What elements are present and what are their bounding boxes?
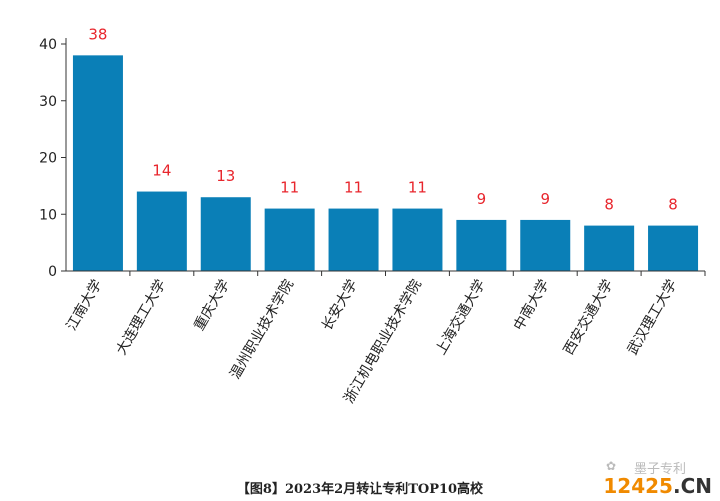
figure-caption: 【图8】2023年2月转让专利TOP10高校	[236, 482, 484, 497]
y-tick-label: 30	[39, 94, 57, 110]
bar-chart: 0 10 20 30 40 38 14 13 11 11 11 9 9 8 8 江南大学 大连理工大学 重庆大…	[39, 25, 706, 406]
y-tick-label: 10	[39, 207, 57, 223]
data-label: 9	[540, 190, 550, 208]
data-label: 11	[280, 179, 299, 197]
data-label: 8	[668, 196, 678, 214]
x-tick-label: 重庆大学	[191, 277, 233, 333]
data-label: 14	[152, 162, 171, 180]
data-label: 13	[216, 167, 235, 185]
data-label: 38	[88, 25, 107, 43]
y-axis: 0 10 20 30 40	[39, 37, 67, 280]
bar	[264, 208, 315, 271]
bar	[72, 55, 123, 271]
data-label: 11	[408, 179, 427, 197]
y-tick-label: 40	[39, 37, 57, 53]
data-label: 8	[604, 196, 614, 214]
bar	[136, 191, 187, 271]
bar	[200, 197, 251, 271]
data-label: 11	[344, 179, 363, 197]
watermark-account: 墨子专利	[633, 462, 686, 477]
data-label: 9	[477, 190, 487, 208]
bar	[648, 225, 699, 271]
watermark-site: 12425.CN	[603, 474, 712, 498]
bar	[328, 208, 379, 271]
x-tick-label: 上海交通大学	[432, 276, 489, 357]
bars: 38 14 13 11 11 11 9 9 8 8	[72, 25, 699, 271]
x-tick-label: 江南大学	[64, 277, 106, 333]
bar	[392, 208, 443, 271]
x-tick-label: 西安交通大学	[560, 277, 617, 358]
x-tick-label: 武汉理工大学	[625, 277, 681, 358]
x-tick-label: 温州职业技术学院	[227, 277, 297, 382]
y-tick-label: 20	[39, 151, 57, 167]
bar	[456, 219, 507, 271]
bar	[584, 225, 635, 271]
y-tick-label: 0	[48, 264, 57, 280]
x-tick-label: 中南大学	[511, 277, 553, 333]
wechat-icon: ✿	[605, 459, 616, 473]
bar	[520, 219, 571, 271]
x-tick-label: 长安大学	[319, 277, 361, 333]
x-tick-label: 大连理工大学	[113, 277, 169, 358]
